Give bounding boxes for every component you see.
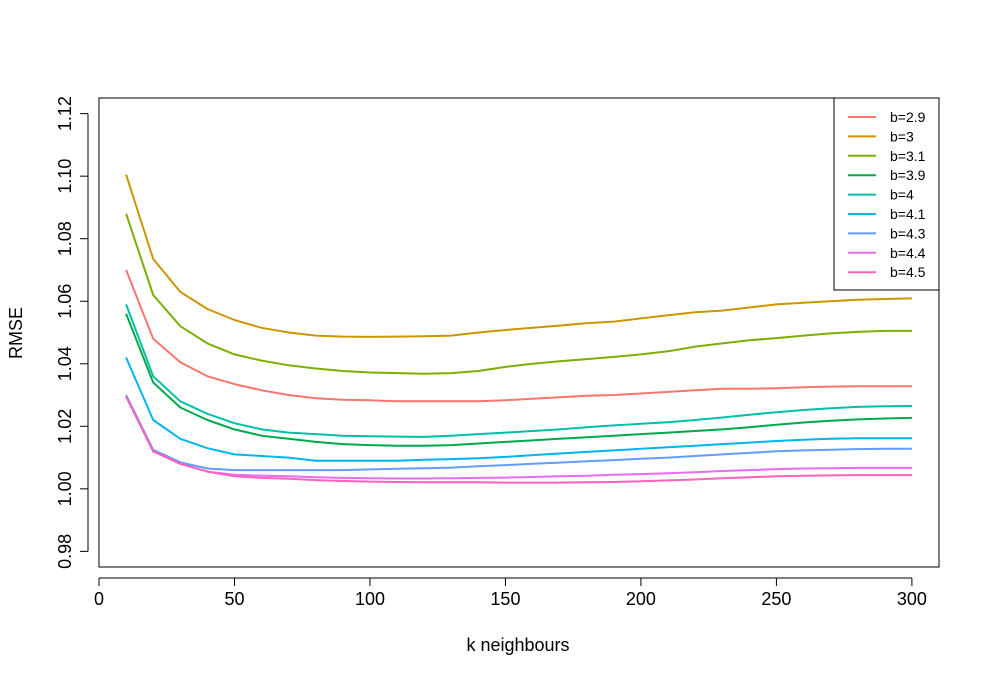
x-tick-label: 100 — [355, 589, 385, 609]
x-tick-label: 200 — [626, 589, 656, 609]
series-line-b=3.1 — [125, 213, 912, 375]
plot-frame — [98, 97, 940, 568]
legend-label: b=3 — [890, 128, 914, 144]
y-tick-label: 1.06 — [55, 284, 75, 319]
series-line-b=2.9 — [125, 269, 912, 403]
series-line-b=4.3 — [125, 394, 912, 472]
legend-label: b=3.1 — [890, 148, 926, 164]
x-tick-label: 250 — [761, 589, 791, 609]
x-axis-title: k neighbours — [466, 635, 569, 655]
series-line-b=4.1 — [125, 357, 912, 462]
y-tick-label: 1.08 — [55, 221, 75, 256]
y-axis: 0.98 1.00 1.02 1.04 1.06 1.08 1.10 1.12 — [55, 96, 89, 569]
x-tick-label: 300 — [897, 589, 927, 609]
legend-label: b=4 — [890, 187, 914, 203]
y-tick-label: 1.02 — [55, 409, 75, 444]
series-line-b=4.5 — [125, 396, 912, 484]
series-lines — [125, 174, 912, 484]
legend-label: b=4.3 — [890, 225, 926, 241]
series-line-b=3 — [125, 174, 912, 338]
legend: b=2.9 b=3 b=3.1 b=3.9 b=4 b=4.1 b=4.3 b=4.4 b=4.… — [833, 97, 940, 291]
y-tick-label: 1.00 — [55, 471, 75, 506]
y-tick-label: 1.04 — [55, 346, 75, 381]
x-tick-label: 0 — [94, 589, 104, 609]
y-tick-label: 1.12 — [55, 96, 75, 131]
legend-label: b=3.9 — [890, 167, 926, 183]
series-line-b=4.4 — [125, 396, 912, 480]
legend-label: b=4.4 — [890, 245, 926, 261]
y-tick-label: 1.10 — [55, 159, 75, 194]
y-axis-title: RMSE — [6, 307, 26, 359]
series-line-b=3.9 — [125, 313, 912, 447]
x-tick-label: 150 — [490, 589, 520, 609]
legend-label: b=2.9 — [890, 109, 926, 125]
x-axis: 0 50 100 150 200 250 300 — [94, 577, 927, 609]
legend-label: b=4.1 — [890, 206, 926, 222]
y-tick-label: 0.98 — [55, 534, 75, 569]
series-line-b=4 — [125, 304, 912, 438]
legend-label: b=4.5 — [890, 264, 926, 280]
x-tick-label: 50 — [224, 589, 244, 609]
